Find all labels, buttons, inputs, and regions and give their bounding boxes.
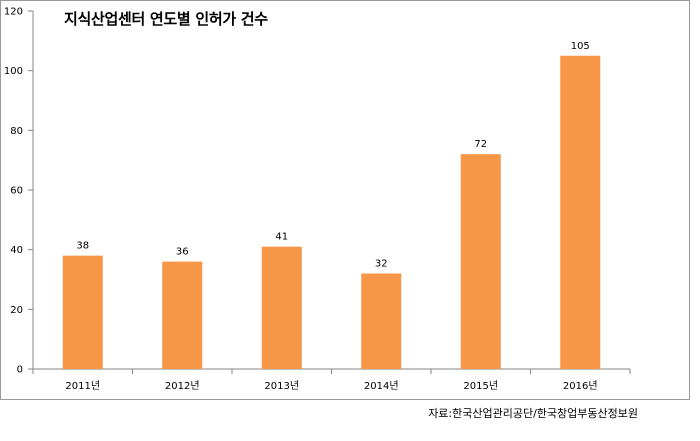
data-label: 72 bbox=[474, 139, 487, 150]
bar bbox=[460, 154, 501, 369]
data-label: 38 bbox=[76, 241, 89, 252]
data-label: 36 bbox=[176, 247, 189, 258]
x-tick-label: 2013년 bbox=[264, 380, 299, 392]
x-tick-label: 2016년 bbox=[563, 380, 598, 392]
y-tick-label: 40 bbox=[10, 245, 23, 256]
y-tick-label: 100 bbox=[4, 66, 23, 77]
x-tick-label: 2015년 bbox=[463, 380, 498, 392]
x-axis: 2011년 2012년 2013년 2014년 2015년 2016년 bbox=[32, 368, 631, 392]
y-tick-label: 60 bbox=[10, 186, 23, 197]
y-tick-label: 20 bbox=[10, 305, 23, 316]
x-tick-label: 2012년 bbox=[165, 380, 200, 392]
y-tick-label: 80 bbox=[10, 126, 23, 137]
x-tick-label: 2011년 bbox=[65, 380, 100, 392]
bar bbox=[162, 261, 203, 369]
data-label: 32 bbox=[375, 259, 388, 270]
x-tick-label: 2014년 bbox=[364, 380, 399, 392]
y-axis: 0 20 40 60 80 100 120 bbox=[4, 7, 34, 376]
bar bbox=[560, 55, 601, 369]
bar bbox=[261, 246, 302, 369]
y-tick-label: 0 bbox=[17, 365, 23, 376]
source-note: 자료:한국산업관리공단/한국창업부동산정보원 bbox=[428, 407, 638, 420]
y-tick-label: 120 bbox=[4, 7, 23, 18]
bars: 38 36 41 32 72 105 bbox=[62, 41, 601, 369]
data-label: 41 bbox=[275, 232, 288, 243]
data-label: 105 bbox=[571, 41, 590, 52]
chart-title: 지식산업센터 연도별 인허가 건수 bbox=[64, 10, 268, 28]
bar bbox=[361, 273, 402, 369]
bar bbox=[62, 255, 103, 369]
